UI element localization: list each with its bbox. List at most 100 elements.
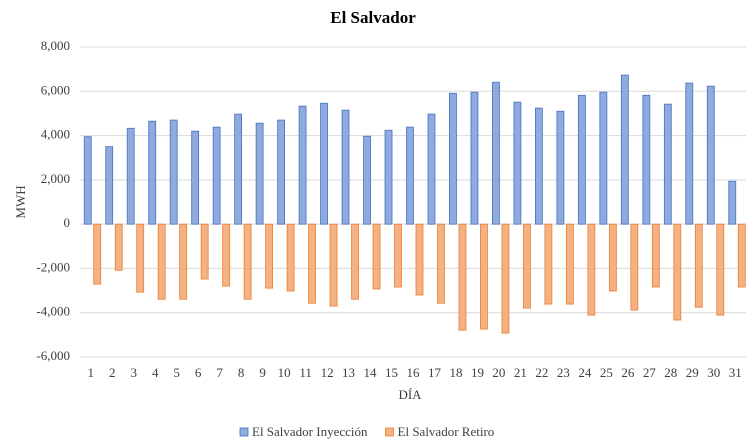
- bar: [212, 126, 221, 225]
- x-tick-label: 9: [259, 365, 266, 380]
- x-tick-label: 18: [449, 365, 462, 380]
- legend-swatch: [239, 427, 249, 437]
- x-tick-label: 1: [87, 365, 94, 380]
- bar: [480, 223, 488, 330]
- bar: [308, 223, 316, 304]
- x-tick-label: 17: [428, 365, 442, 380]
- bar: [406, 126, 414, 225]
- legend-swatch: [385, 427, 394, 437]
- bar: [200, 223, 209, 280]
- x-tick-label: 26: [621, 365, 635, 380]
- bar: [286, 223, 295, 292]
- bar: [191, 130, 200, 225]
- bar: [105, 146, 114, 225]
- x-tick-label: 28: [664, 365, 677, 380]
- y-tick-label: 2,000: [41, 171, 70, 186]
- bar: [437, 223, 445, 304]
- x-tick-label: 29: [686, 365, 699, 380]
- bar: [372, 223, 381, 290]
- x-tick-label: 22: [535, 365, 548, 380]
- x-tick-label: 20: [492, 365, 505, 380]
- bar: [556, 110, 565, 225]
- bar: [320, 102, 328, 225]
- bar: [523, 223, 531, 309]
- bar: [148, 120, 157, 225]
- x-tick-label: 12: [321, 365, 334, 380]
- bar: [136, 223, 145, 293]
- bar: [157, 223, 166, 300]
- bar: [298, 105, 307, 225]
- bar: [126, 127, 135, 225]
- bar: [277, 119, 285, 225]
- bar: [663, 103, 672, 225]
- x-tick-label: 8: [238, 365, 245, 380]
- bar: [673, 223, 682, 321]
- bar: [577, 94, 586, 225]
- bar: [716, 223, 725, 316]
- legend-label: El Salvador Retiro: [398, 424, 495, 439]
- x-tick-label: 14: [364, 365, 378, 380]
- bar: [694, 223, 703, 308]
- x-tick-label: 21: [514, 365, 527, 380]
- x-tick-label: 11: [299, 365, 312, 380]
- x-tick-label: 31: [729, 365, 742, 380]
- bar: [608, 223, 617, 292]
- chart-title: El Salvador: [330, 8, 416, 27]
- bar: [169, 119, 178, 225]
- y-axis-label: MWH: [13, 185, 28, 218]
- bar: [685, 82, 694, 225]
- x-tick-label: 3: [130, 365, 137, 380]
- bar: [243, 223, 252, 300]
- x-tick-label: 7: [216, 365, 223, 380]
- bar: [642, 94, 651, 225]
- x-tick-label: 23: [557, 365, 570, 380]
- bar: [179, 223, 188, 300]
- x-tick-label: 30: [707, 365, 720, 380]
- bar: [427, 113, 436, 225]
- bar: [341, 109, 350, 225]
- bar: [544, 223, 553, 305]
- bar: [93, 223, 102, 285]
- bar: [351, 223, 359, 300]
- x-tick-label: 15: [385, 365, 398, 380]
- bar: [265, 223, 274, 289]
- bar: [620, 74, 629, 225]
- x-tick-label: 2: [109, 365, 116, 380]
- bar: [384, 129, 393, 225]
- bar: [737, 223, 746, 288]
- x-tick-label: 19: [471, 365, 484, 380]
- x-tick-label: 13: [342, 365, 355, 380]
- y-tick-label: 4,000: [41, 127, 70, 142]
- y-tick-label: -4,000: [36, 304, 70, 319]
- bar: [706, 85, 715, 225]
- bar: [565, 223, 574, 305]
- bar: [83, 136, 92, 225]
- x-tick-label: 4: [152, 365, 159, 380]
- bar: [492, 81, 500, 225]
- y-tick-label: 6,000: [41, 82, 70, 97]
- bar: [415, 223, 424, 296]
- x-tick-label: 6: [195, 365, 202, 380]
- x-axis-label: DÍA: [398, 387, 422, 402]
- x-tick-label: 24: [578, 365, 592, 380]
- x-tick-label: 10: [278, 365, 291, 380]
- y-tick-label: 0: [64, 215, 71, 230]
- x-tick-label: 16: [407, 365, 421, 380]
- x-tick-label: 25: [600, 365, 613, 380]
- bar: [535, 107, 543, 225]
- bar: [501, 223, 510, 334]
- bar: [114, 223, 123, 271]
- y-tick-label: -2,000: [36, 259, 70, 274]
- bar: [222, 223, 231, 287]
- bar: [599, 91, 608, 225]
- bar: [449, 92, 457, 225]
- legend-label: El Salvador Inyección: [252, 424, 368, 439]
- bar: [458, 223, 467, 331]
- x-tick-label: 27: [643, 365, 657, 380]
- bar: [513, 101, 522, 225]
- bar: [394, 223, 402, 288]
- bar: [329, 223, 338, 307]
- bar: [630, 223, 639, 311]
- bar: [470, 91, 479, 225]
